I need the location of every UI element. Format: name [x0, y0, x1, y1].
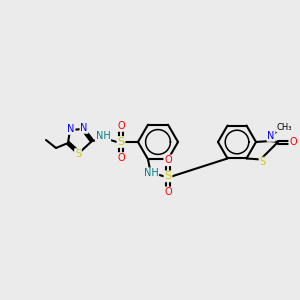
Text: O: O — [164, 187, 172, 197]
Text: N: N — [267, 131, 275, 141]
Text: S: S — [260, 158, 266, 167]
Text: O: O — [117, 153, 125, 163]
Text: CH₃: CH₃ — [276, 122, 292, 131]
Text: N: N — [67, 124, 75, 134]
Text: O: O — [164, 155, 172, 165]
Text: S: S — [75, 149, 81, 159]
Text: S: S — [164, 171, 172, 181]
Text: NH: NH — [144, 168, 158, 178]
Text: S: S — [117, 137, 124, 147]
Text: O: O — [289, 137, 297, 147]
Text: O: O — [117, 121, 125, 131]
Text: NH: NH — [96, 131, 110, 141]
Text: N: N — [80, 123, 88, 133]
